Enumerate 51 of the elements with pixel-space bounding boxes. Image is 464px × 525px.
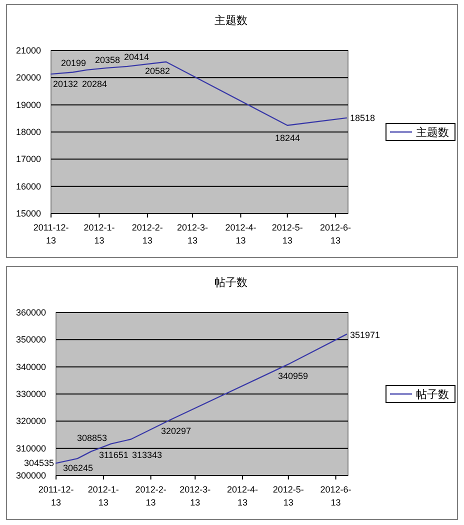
y-tick-label: 330000 xyxy=(16,389,46,399)
legend: 帖子数 xyxy=(386,385,456,403)
y-tick-label: 17000 xyxy=(16,154,42,164)
data-label: 20132 xyxy=(53,79,78,89)
data-label: 311651 xyxy=(99,450,128,460)
x-tick-label: 2012-4-13 xyxy=(227,484,258,508)
y-tick-label: 340000 xyxy=(16,362,46,372)
x-tick-label: 2011-12-13 xyxy=(33,222,69,246)
x-tick-label: 2012-1-13 xyxy=(88,484,119,508)
data-label: 320297 xyxy=(161,426,192,436)
data-label: 304535 xyxy=(24,458,54,468)
data-label: 313343 xyxy=(132,450,162,460)
y-tick-label: 18000 xyxy=(16,127,42,137)
x-tick-label: 2012-5-13 xyxy=(272,484,304,508)
y-tick-label: 310000 xyxy=(16,443,46,454)
data-label: 18518 xyxy=(350,113,376,123)
x-tick-label: 2012-2-13 xyxy=(135,484,166,508)
x-tick-label: 2012-5-13 xyxy=(272,222,303,246)
y-tick-label: 20000 xyxy=(16,72,42,83)
data-label: 18244 xyxy=(275,133,300,143)
y-tick-label: 16000 xyxy=(16,181,42,192)
y-tick-label: 15000 xyxy=(16,208,42,218)
x-tick-label: 2012-1-13 xyxy=(84,222,115,246)
line-series xyxy=(55,334,348,464)
data-label: 20414 xyxy=(124,52,150,62)
data-label: 351971 xyxy=(350,330,380,340)
y-tick-label: 320000 xyxy=(16,416,46,426)
x-tick-label: 2012-4-13 xyxy=(225,222,256,246)
y-tick-label: 19000 xyxy=(16,100,42,110)
chart-title: 主题数 xyxy=(214,14,248,27)
x-tick-label: 2012-6-13 xyxy=(320,484,352,508)
legend-label: 主题数 xyxy=(416,126,449,139)
legend-label: 帖子数 xyxy=(416,388,449,401)
x-tick-label: 2011-12-13 xyxy=(38,484,74,508)
data-label: 306245 xyxy=(63,463,94,473)
x-tick-label: 2012-2-13 xyxy=(132,222,163,246)
y-tick-label: 350000 xyxy=(16,334,46,345)
y-tick-label: 21000 xyxy=(16,46,42,56)
chart-title: 帖子数 xyxy=(214,276,248,289)
data-label: 20284 xyxy=(82,79,108,89)
data-label: 20358 xyxy=(95,55,120,65)
y-tick-label: 360000 xyxy=(16,308,46,318)
data-label: 340959 xyxy=(278,371,308,381)
x-tick-label: 2012-3-13 xyxy=(177,222,208,246)
y-tick-label: 300000 xyxy=(16,470,46,480)
data-label: 20582 xyxy=(145,66,170,76)
data-label: 20199 xyxy=(61,58,86,68)
legend: 主题数 xyxy=(386,123,456,141)
data-label: 308853 xyxy=(77,433,108,443)
x-tick-label: 2012-3-13 xyxy=(180,484,211,508)
x-tick-label: 2012-6-13 xyxy=(320,222,352,246)
